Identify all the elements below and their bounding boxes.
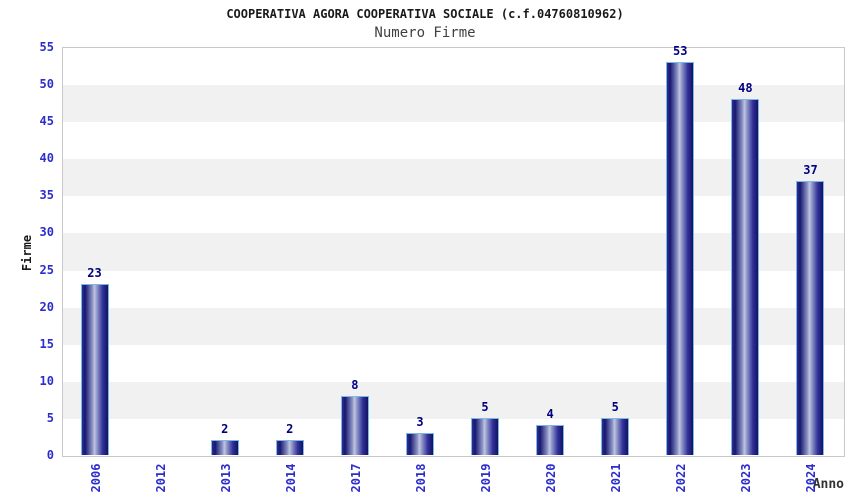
bar-value-label: 2 bbox=[221, 422, 229, 437]
bar-2013 bbox=[210, 440, 239, 455]
x-tick-label: 2006 bbox=[88, 463, 103, 493]
x-tick-label: 2021 bbox=[609, 463, 624, 493]
bar-2017 bbox=[340, 395, 369, 455]
chart-subtitle: Numero Firme bbox=[374, 25, 476, 41]
x-tick-label: 2014 bbox=[283, 463, 298, 493]
bar-2014 bbox=[275, 440, 304, 455]
bar-2024 bbox=[796, 180, 825, 455]
plot-area bbox=[62, 47, 845, 457]
bar-2018 bbox=[405, 432, 434, 455]
x-axis-title: Anno bbox=[812, 477, 844, 492]
grid-band bbox=[63, 307, 844, 345]
bar-value-label: 37 bbox=[803, 162, 818, 177]
bar-value-label: 2 bbox=[286, 422, 294, 437]
bar-2006 bbox=[80, 284, 109, 455]
x-tick-label: 2022 bbox=[674, 463, 689, 493]
x-tick-label: 2019 bbox=[479, 463, 494, 493]
bar-2022 bbox=[666, 61, 695, 455]
bar-2023 bbox=[731, 98, 760, 455]
grid-band bbox=[63, 381, 844, 419]
grid-band bbox=[63, 159, 844, 197]
y-tick-label: 35 bbox=[39, 188, 54, 203]
y-tick-label: 15 bbox=[39, 336, 54, 351]
x-tick-label: 2024 bbox=[804, 463, 819, 493]
bar-value-label: 5 bbox=[611, 399, 619, 414]
x-tick-label: 2023 bbox=[739, 463, 754, 493]
y-tick-label: 45 bbox=[39, 114, 54, 129]
bar-2019 bbox=[471, 417, 500, 455]
bar-value-label: 23 bbox=[87, 266, 102, 281]
y-tick-label: 40 bbox=[39, 151, 54, 166]
y-tick-label: 10 bbox=[39, 373, 54, 388]
bar-value-label: 4 bbox=[546, 407, 554, 422]
bar-value-label: 48 bbox=[738, 80, 753, 95]
bar-value-label: 5 bbox=[481, 399, 489, 414]
chart-title: COOPERATIVA AGORA COOPERATIVA SOCIALE (c… bbox=[226, 7, 624, 21]
y-tick-label: 55 bbox=[39, 40, 54, 54]
x-tick-label: 2018 bbox=[413, 463, 428, 493]
y-tick-label: 5 bbox=[46, 410, 54, 425]
bar-2021 bbox=[601, 417, 630, 455]
y-tick-label: 50 bbox=[39, 77, 54, 92]
x-tick-label: 2020 bbox=[544, 463, 559, 493]
bar-2020 bbox=[536, 425, 565, 455]
y-tick-label: 25 bbox=[39, 262, 54, 277]
x-tick-label: 2017 bbox=[348, 463, 363, 493]
bar-value-label: 8 bbox=[351, 377, 359, 392]
x-tick-label: 2012 bbox=[153, 463, 168, 493]
y-axis-title: Firme bbox=[20, 234, 34, 272]
bar-value-label: 53 bbox=[673, 43, 688, 58]
grid-band bbox=[63, 233, 844, 271]
y-tick-label: 0 bbox=[46, 448, 54, 462]
y-tick-label: 20 bbox=[39, 299, 54, 314]
x-tick-label: 2013 bbox=[218, 463, 233, 493]
grid-band bbox=[63, 85, 844, 123]
bar-value-label: 3 bbox=[416, 414, 424, 429]
y-tick-label: 30 bbox=[39, 225, 54, 240]
